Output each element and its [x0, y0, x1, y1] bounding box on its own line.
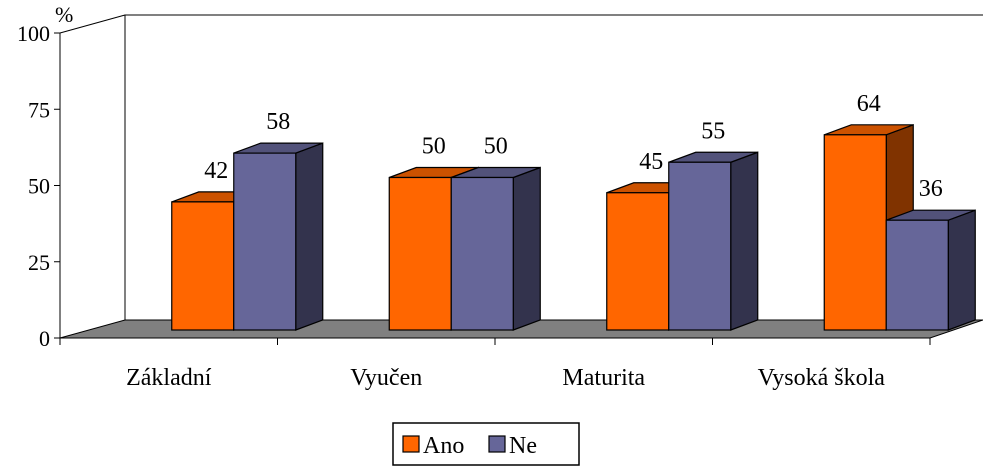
data-label: 55	[701, 118, 725, 144]
bar	[450, 166, 541, 331]
bar	[668, 151, 759, 331]
legend-label: Ano	[423, 433, 464, 459]
bar-front	[450, 176, 514, 331]
bar-front	[823, 134, 887, 331]
legend-swatch	[488, 435, 506, 453]
x-tick-label: Vyučen	[350, 365, 422, 391]
x-tick-label: Vysoká škola	[758, 365, 886, 391]
legend-label: Ne	[509, 433, 537, 459]
bar-front	[606, 192, 670, 331]
bar-front	[233, 152, 297, 331]
bar-side	[947, 209, 976, 331]
y-tick-label: 75	[28, 97, 50, 122]
side-wall-edge	[59, 14, 126, 34]
chart-bars	[171, 123, 976, 331]
legend-box	[392, 422, 580, 466]
data-label: 42	[204, 158, 228, 184]
legend-swatch	[402, 435, 420, 453]
y-tick-label: 0	[39, 326, 50, 351]
bar-front	[171, 201, 235, 331]
bar-side	[295, 142, 324, 331]
bar-front	[885, 219, 949, 331]
chart-labels: 42 58 50 50 45 55 64 36	[204, 91, 943, 202]
y-axis-label: %	[55, 2, 73, 27]
bar-front	[668, 161, 732, 331]
data-label: 45	[639, 149, 663, 175]
bar-side	[730, 151, 759, 331]
y-tick-label: 25	[28, 250, 50, 275]
chart-axes: 0 25 50 75 100% Základní Vyučen Maturita Vysoká …	[17, 2, 931, 391]
data-label: 50	[422, 134, 446, 160]
y-tick-label: 100	[17, 21, 50, 46]
bar-side	[512, 166, 541, 331]
data-label: 58	[266, 109, 290, 135]
legend: Ano Ne	[392, 422, 580, 466]
data-label: 50	[484, 134, 508, 160]
x-tick-label: Maturita	[562, 365, 645, 391]
data-label: 64	[857, 91, 881, 117]
bar-front	[388, 176, 452, 331]
data-label: 36	[919, 176, 943, 202]
y-tick-label: 50	[28, 174, 50, 199]
x-tick-label: Základní	[126, 365, 212, 391]
bar	[885, 209, 976, 331]
bar	[233, 142, 324, 331]
